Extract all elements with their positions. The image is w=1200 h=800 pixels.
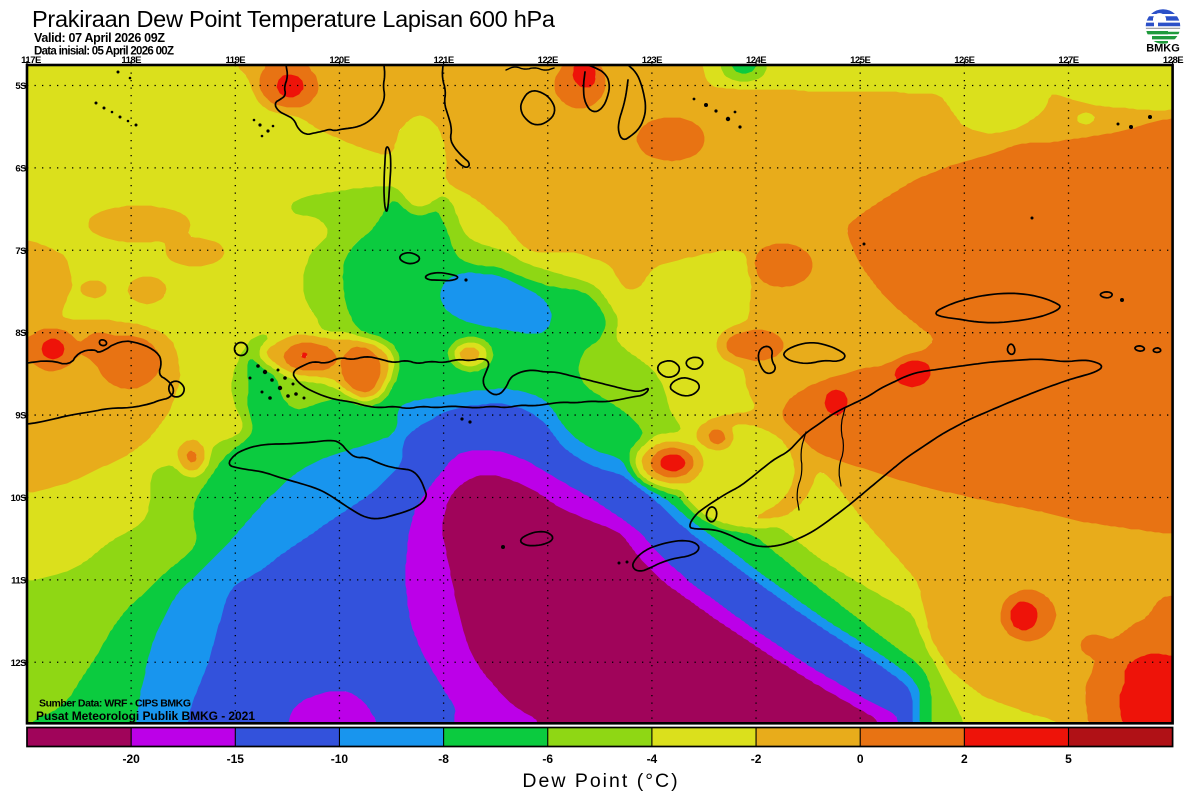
svg-text:-20: -20: [122, 752, 140, 766]
svg-text:8S: 8S: [15, 328, 26, 339]
svg-text:Prakiraan Dew Point Temperatur: Prakiraan Dew Point Temperature Lapisan …: [32, 6, 556, 32]
svg-text:11S: 11S: [11, 575, 26, 586]
svg-text:Sumber Data: WRF - CIPS BMKG: Sumber Data: WRF - CIPS BMKG: [39, 698, 191, 710]
svg-text:BMKG: BMKG: [1146, 43, 1180, 55]
svg-text:5: 5: [1065, 752, 1072, 766]
svg-text:-8: -8: [438, 752, 449, 766]
svg-text:128E: 128E: [1163, 55, 1183, 66]
svg-text:-15: -15: [227, 752, 245, 766]
svg-text:-2: -2: [751, 752, 762, 766]
svg-text:7S: 7S: [15, 246, 26, 257]
svg-text:121E: 121E: [434, 55, 454, 66]
svg-text:6S: 6S: [15, 163, 26, 174]
svg-text:123E: 123E: [642, 55, 662, 66]
svg-text:-10: -10: [331, 752, 349, 766]
svg-text:12S: 12S: [11, 658, 27, 669]
svg-text:124E: 124E: [746, 55, 766, 66]
svg-text:Pusat Meteorologi Publik BMKG: Pusat Meteorologi Publik BMKG - 2021: [36, 709, 255, 723]
svg-text:125E: 125E: [850, 55, 870, 66]
svg-text:Data inisial: 05 April 2026 00: Data inisial: 05 April 2026 00Z: [34, 46, 174, 58]
svg-text:9S: 9S: [15, 411, 26, 422]
svg-text:Dew Point (°C): Dew Point (°C): [522, 770, 679, 792]
svg-text:119E: 119E: [225, 55, 245, 66]
svg-text:127E: 127E: [1058, 55, 1078, 66]
svg-text:117E: 117E: [21, 55, 41, 66]
svg-text:5S: 5S: [15, 81, 26, 92]
svg-text:10S: 10S: [11, 493, 27, 504]
svg-text:122E: 122E: [538, 55, 558, 66]
svg-text:126E: 126E: [954, 55, 974, 66]
svg-text:0: 0: [857, 752, 864, 766]
svg-text:2: 2: [961, 752, 968, 766]
svg-text:120E: 120E: [329, 55, 349, 66]
svg-text:-4: -4: [647, 752, 658, 766]
svg-text:Valid: 07 April 2026 09Z: Valid: 07 April 2026 09Z: [34, 31, 165, 45]
svg-text:118E: 118E: [121, 55, 141, 66]
svg-text:-6: -6: [542, 752, 553, 766]
